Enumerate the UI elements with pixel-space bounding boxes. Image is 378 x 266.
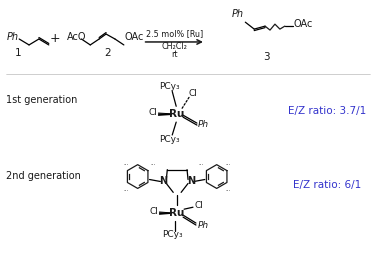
Text: ...: ... xyxy=(151,161,156,166)
Text: 2nd generation: 2nd generation xyxy=(6,171,81,181)
Text: E/Z ratio: 3.7/1: E/Z ratio: 3.7/1 xyxy=(288,106,366,116)
Text: N: N xyxy=(187,176,195,186)
Text: ...: ... xyxy=(226,187,231,192)
Text: Cl: Cl xyxy=(148,108,157,117)
Text: CH₂Cl₂: CH₂Cl₂ xyxy=(161,42,187,51)
Text: N: N xyxy=(159,176,167,186)
Text: E/Z ratio: 6/1: E/Z ratio: 6/1 xyxy=(293,180,361,190)
Text: 1: 1 xyxy=(15,48,22,58)
Text: +: + xyxy=(50,32,60,45)
Text: ...: ... xyxy=(226,161,231,166)
Text: Ph: Ph xyxy=(197,120,208,128)
Text: Cl: Cl xyxy=(149,207,158,216)
Text: 1st generation: 1st generation xyxy=(6,95,78,105)
Text: OAc: OAc xyxy=(125,32,144,42)
Text: Ph: Ph xyxy=(6,32,18,42)
Text: Ph: Ph xyxy=(231,9,243,19)
Text: AcO: AcO xyxy=(67,32,86,42)
Text: Ru: Ru xyxy=(169,208,185,218)
Text: ...: ... xyxy=(198,161,203,166)
Text: 2: 2 xyxy=(105,48,112,58)
Text: Cl: Cl xyxy=(189,89,197,98)
Text: PCy₃: PCy₃ xyxy=(159,82,180,91)
Text: OAc: OAc xyxy=(294,19,313,29)
Text: Cl: Cl xyxy=(194,201,203,210)
Text: Ru: Ru xyxy=(169,109,185,119)
Text: PCy₃: PCy₃ xyxy=(159,135,180,144)
Text: Ph: Ph xyxy=(197,221,208,230)
Text: ...: ... xyxy=(123,187,129,192)
Text: 2.5 mol% [Ru]: 2.5 mol% [Ru] xyxy=(146,30,203,39)
Text: rt: rt xyxy=(171,50,177,59)
Text: ...: ... xyxy=(123,161,129,166)
Text: 3: 3 xyxy=(263,52,270,62)
Text: PCy₃: PCy₃ xyxy=(162,230,183,239)
